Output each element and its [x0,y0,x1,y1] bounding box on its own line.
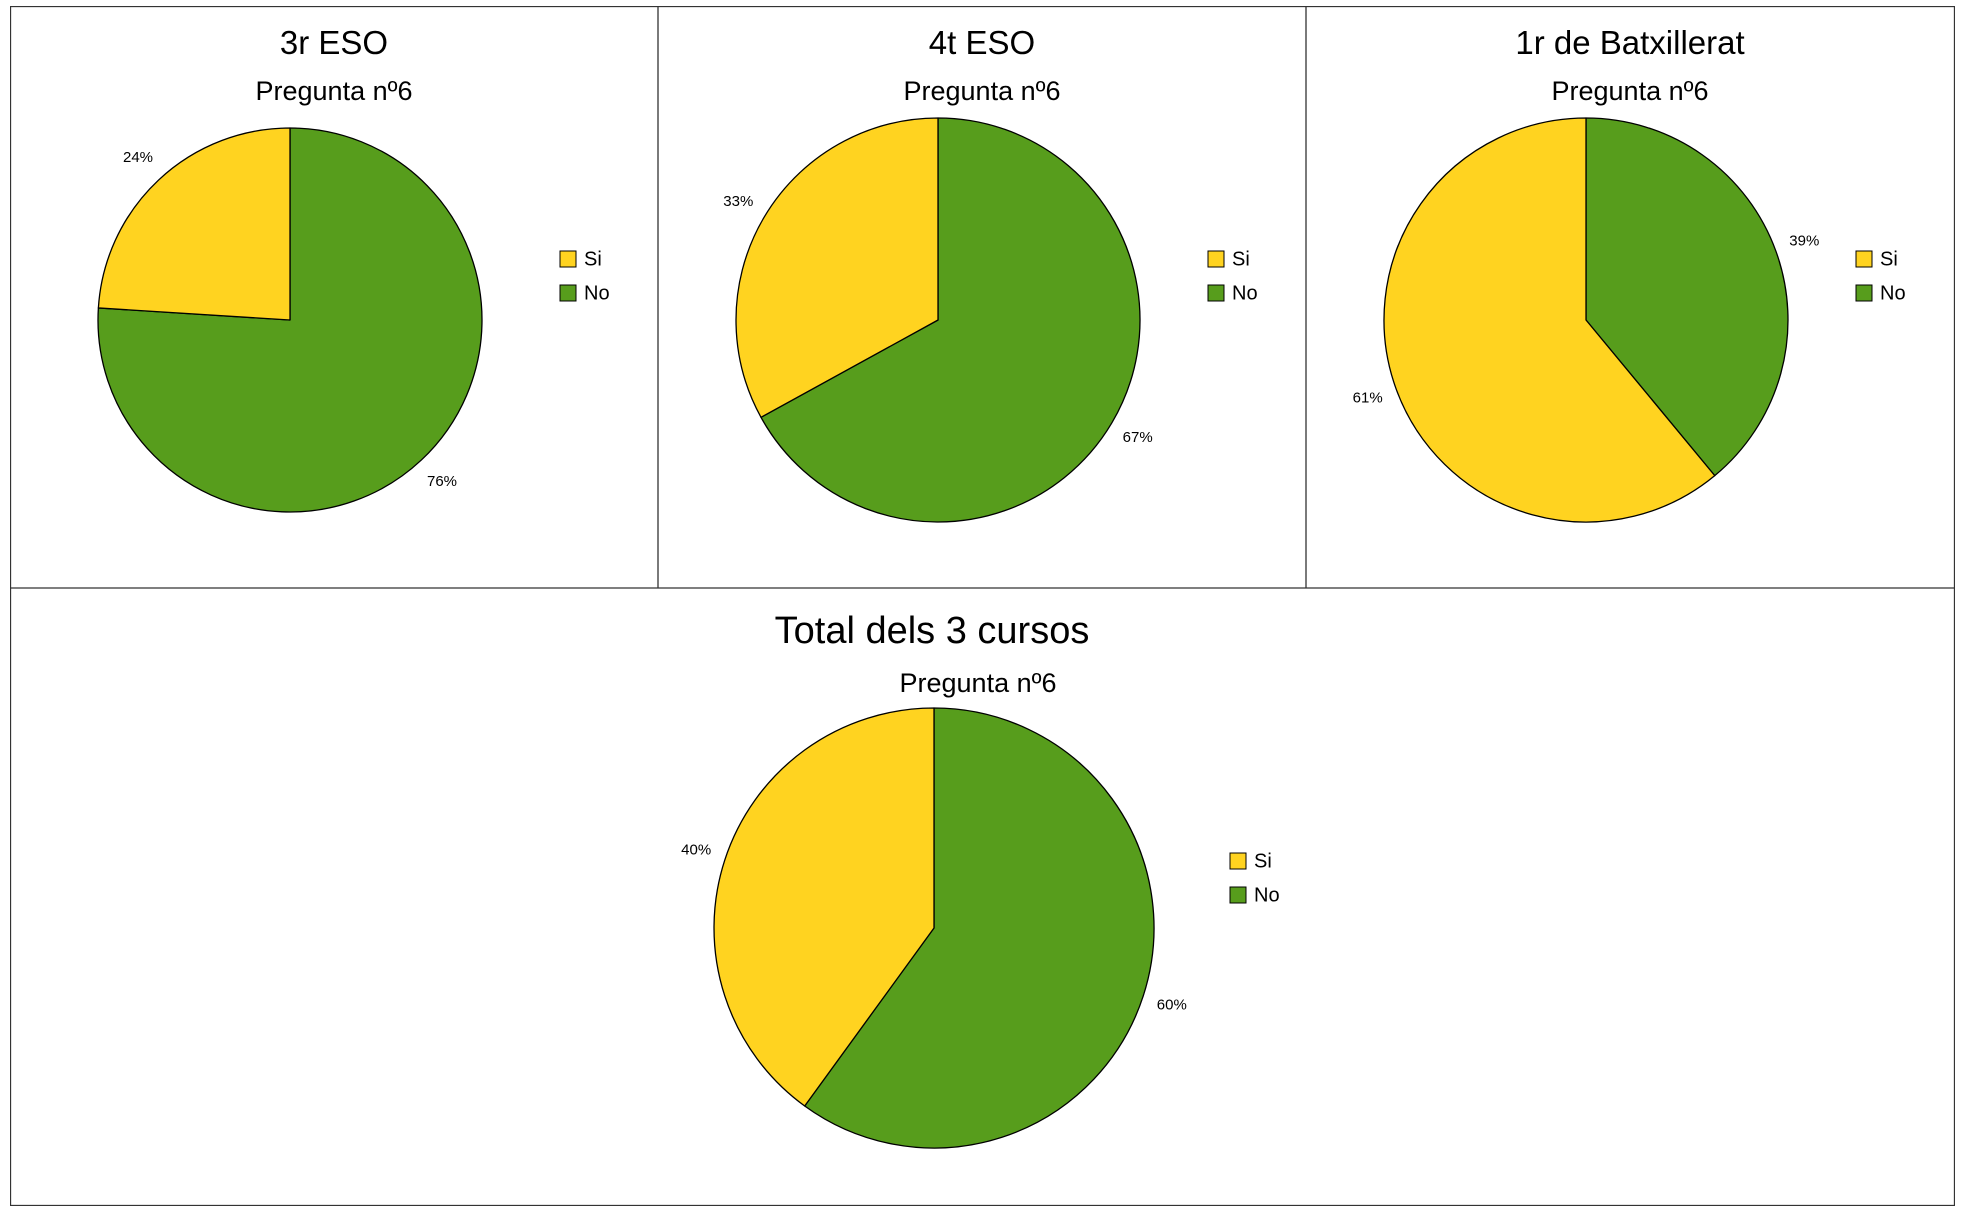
pie-slice-si [713,707,935,1107]
data-label-no: 60% [1157,996,1187,1013]
pie-slice-si [1383,117,1716,523]
legend-label-no: No [584,282,610,304]
data-label-no: 76% [427,473,457,490]
legend-swatch-no [1207,284,1225,302]
charts-canvas: 3r ESO Pregunta nº6 76% 24% Si No 4t ESO P… [10,6,1955,1206]
legend-swatch-si [1229,852,1247,870]
chart-subtitle: Pregunta nº6 [904,76,1061,106]
chart-grid: 3r ESO Pregunta nº6 76% 24% Si No 4t ESO P… [10,6,1955,1206]
chart-subtitle: Pregunta nº6 [256,76,413,106]
legend-swatch-no [1855,284,1873,302]
legend-swatch-no [1229,886,1247,904]
legend-label-si: Si [1232,248,1250,270]
data-label-si: 24% [123,149,153,166]
chart-legend: Si No [1229,850,1280,906]
legend-swatch-si [1855,250,1873,268]
chart-title: Total dels 3 cursos [775,610,1090,652]
legend-swatch-no [559,284,577,302]
data-label-si: 33% [723,193,753,210]
legend-label-no: No [1880,282,1906,304]
legend-label-no: No [1254,884,1280,906]
chart-legend: Si No [1207,248,1258,304]
chart-subtitle: Pregunta nº6 [900,668,1057,698]
legend-label-si: Si [1880,248,1898,270]
chart-legend: Si No [559,248,610,304]
chart-legend: Si No [1855,248,1906,304]
legend-swatch-si [1207,250,1225,268]
data-label-si: 40% [681,842,711,859]
data-label-no: 67% [1123,429,1153,446]
pie-chart-1r-batxillerat: 1r de Batxillerat Pregunta nº6 39% 61% Si… [1353,24,1906,523]
legend-swatch-si [559,250,577,268]
pie-chart-4t-eso: 4t ESO Pregunta nº6 67% 33% Si No [723,24,1258,523]
pie-slice-si [735,117,939,418]
pie-slice-no [97,127,483,513]
chart-title: 3r ESO [280,24,388,61]
chart-title: 4t ESO [929,24,1035,61]
pie-chart-total: Total dels 3 cursos Pregunta nº6 60%40% … [681,610,1280,1149]
pie-slice-no [1585,117,1789,477]
data-label-no: 39% [1789,232,1819,249]
legend-label-si: Si [584,248,602,270]
data-label-si: 61% [1353,390,1383,407]
pie-slice-no [804,707,1155,1149]
chart-subtitle: Pregunta nº6 [1552,76,1709,106]
legend-label-si: Si [1254,850,1272,872]
pie-slice-no [760,117,1141,523]
pie-chart-3r-eso: 3r ESO Pregunta nº6 76% 24% Si No [97,24,610,513]
chart-title: 1r de Batxillerat [1515,24,1744,61]
pie-slice-si [97,127,291,321]
outer-border [10,6,1955,1206]
legend-label-no: No [1232,282,1258,304]
